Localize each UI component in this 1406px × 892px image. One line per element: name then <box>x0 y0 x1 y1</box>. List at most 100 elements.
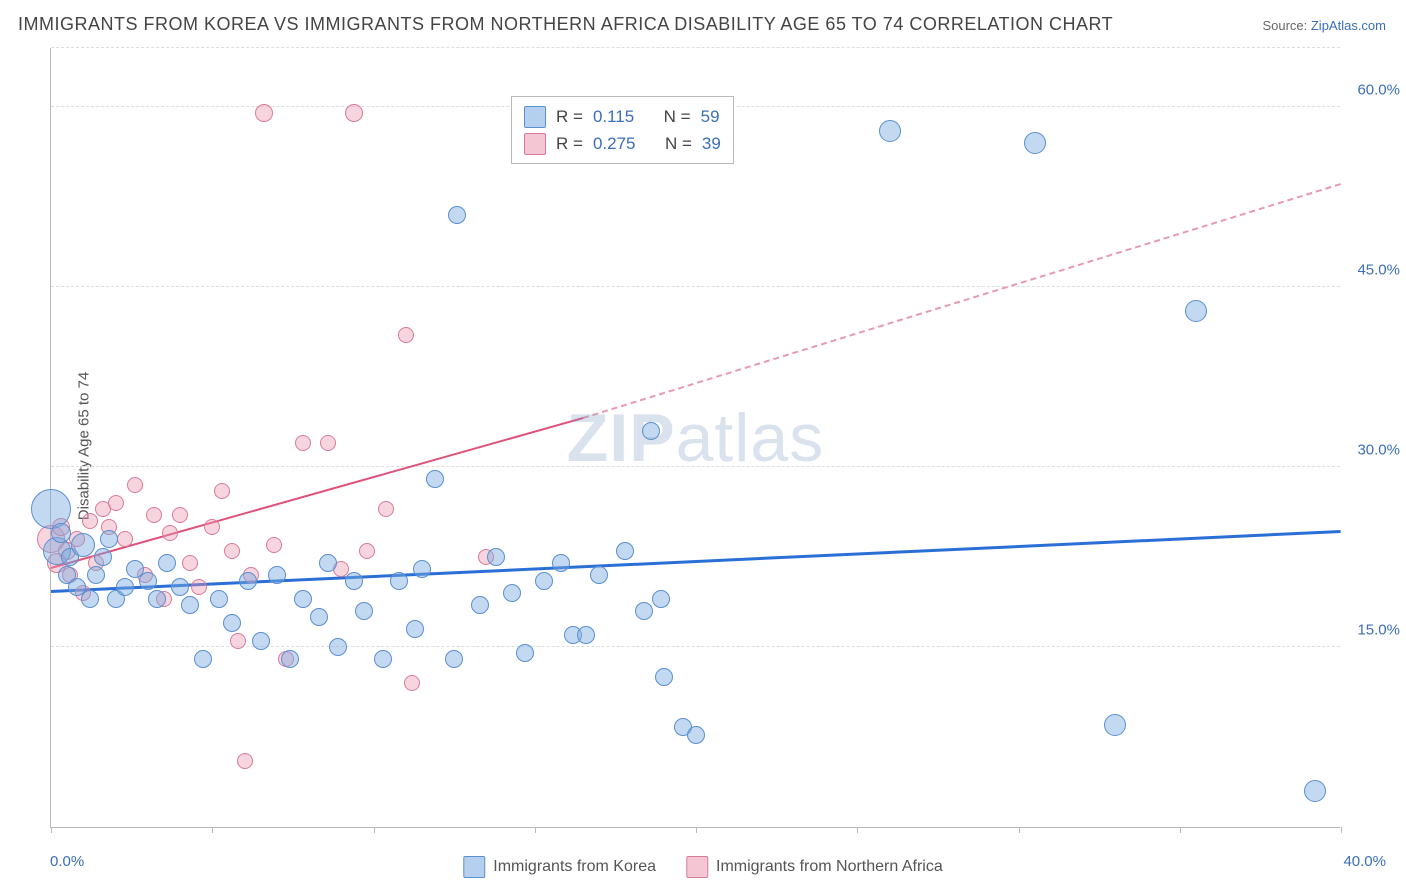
data-point <box>294 590 312 608</box>
gridline <box>51 286 1340 287</box>
data-point <box>1185 300 1207 322</box>
data-point <box>687 726 705 744</box>
data-point <box>295 435 311 451</box>
x-tick-mark <box>535 827 536 833</box>
r-value-nafrica: 0.275 <box>593 130 636 157</box>
data-point <box>487 548 505 566</box>
source-link[interactable]: ZipAtlas.com <box>1311 18 1386 33</box>
data-point <box>448 206 466 224</box>
data-point <box>100 530 118 548</box>
y-tick-label: 60.0% <box>1345 82 1400 99</box>
data-point <box>230 633 246 649</box>
data-point <box>413 560 431 578</box>
data-point <box>445 650 463 668</box>
data-point <box>139 572 157 590</box>
data-point <box>355 602 373 620</box>
data-point <box>390 572 408 590</box>
x-tick-mark <box>212 827 213 833</box>
data-point <box>345 572 363 590</box>
n-value-korea: 59 <box>701 103 720 130</box>
data-point <box>406 620 424 638</box>
data-point <box>535 572 553 590</box>
data-point <box>879 120 901 142</box>
data-point <box>82 513 98 529</box>
data-point <box>224 543 240 559</box>
data-point <box>552 554 570 572</box>
watermark-rest: atlas <box>676 400 825 476</box>
swatch-korea <box>463 856 485 878</box>
data-point <box>214 483 230 499</box>
data-point <box>116 578 134 596</box>
gridline <box>51 466 1340 467</box>
data-point <box>310 608 328 626</box>
gridline <box>51 646 1340 647</box>
data-point <box>404 675 420 691</box>
chart-title: IMMIGRANTS FROM KOREA VS IMMIGRANTS FROM… <box>18 14 1113 35</box>
legend-label-nafrica: Immigrants from Northern Africa <box>716 858 943 876</box>
source-attribution: Source: ZipAtlas.com <box>1262 18 1386 33</box>
data-point <box>319 554 337 572</box>
data-point <box>127 477 143 493</box>
trend-line <box>583 183 1341 419</box>
data-point <box>146 507 162 523</box>
data-point <box>158 554 176 572</box>
data-point <box>503 584 521 602</box>
data-point <box>329 638 347 656</box>
source-prefix: Source: <box>1262 18 1310 33</box>
x-tick-mark <box>857 827 858 833</box>
y-tick-label: 45.0% <box>1345 262 1400 279</box>
data-point <box>108 495 124 511</box>
x-tick-mark <box>1019 827 1020 833</box>
data-point <box>266 537 282 553</box>
y-tick-label: 15.0% <box>1345 622 1400 639</box>
data-point <box>642 422 660 440</box>
legend-label-korea: Immigrants from Korea <box>493 858 656 876</box>
data-point <box>577 626 595 644</box>
x-tick-mark <box>51 827 52 833</box>
data-point <box>1104 714 1126 736</box>
data-point <box>590 566 608 584</box>
y-tick-label: 30.0% <box>1345 442 1400 459</box>
x-tick-max: 40.0% <box>1343 853 1386 870</box>
plot-area: ZIPatlas R = 0.115 N = 59 R = 0.275 N = … <box>50 48 1340 828</box>
data-point <box>268 566 286 584</box>
data-point <box>237 753 253 769</box>
data-point <box>516 644 534 662</box>
data-point <box>71 533 95 557</box>
data-point <box>378 501 394 517</box>
n-label: N = <box>665 130 692 157</box>
gridline <box>51 47 1340 48</box>
data-point <box>204 519 220 535</box>
stats-row-nafrica: R = 0.275 N = 39 <box>524 130 721 157</box>
data-point <box>1304 780 1326 802</box>
data-point <box>191 579 207 595</box>
r-value-korea: 0.115 <box>593 103 634 130</box>
r-label: R = <box>556 103 583 130</box>
data-point <box>426 470 444 488</box>
data-point <box>181 596 199 614</box>
data-point <box>252 632 270 650</box>
legend-item-nafrica: Immigrants from Northern Africa <box>686 856 943 878</box>
data-point <box>171 578 189 596</box>
trend-line <box>51 417 584 569</box>
legend-item-korea: Immigrants from Korea <box>463 856 656 878</box>
x-tick-mark <box>374 827 375 833</box>
data-point <box>162 525 178 541</box>
data-point <box>281 650 299 668</box>
swatch-korea <box>524 106 546 128</box>
data-point <box>94 548 112 566</box>
data-point <box>51 523 71 543</box>
data-point <box>345 104 363 122</box>
data-point <box>239 572 257 590</box>
stats-row-korea: R = 0.115 N = 59 <box>524 103 721 130</box>
data-point <box>148 590 166 608</box>
data-point <box>652 590 670 608</box>
data-point <box>255 104 273 122</box>
data-point <box>359 543 375 559</box>
data-point <box>87 566 105 584</box>
data-point <box>223 614 241 632</box>
swatch-nafrica <box>686 856 708 878</box>
data-point <box>635 602 653 620</box>
series-legend: Immigrants from Korea Immigrants from No… <box>463 856 942 878</box>
data-point <box>374 650 392 668</box>
